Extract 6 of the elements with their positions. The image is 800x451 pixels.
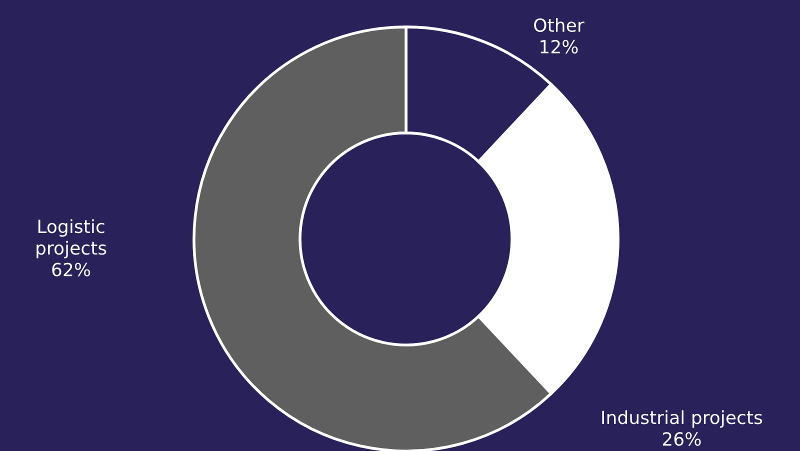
data-label: 62%: [52, 262, 90, 276]
data-label: 12%: [540, 40, 578, 54]
slice-label: Logistic projects: [36, 219, 106, 258]
slice-label: Industrial projects: [602, 410, 762, 428]
data-label: 26%: [662, 432, 701, 446]
slice-label: Other: [534, 18, 584, 32]
